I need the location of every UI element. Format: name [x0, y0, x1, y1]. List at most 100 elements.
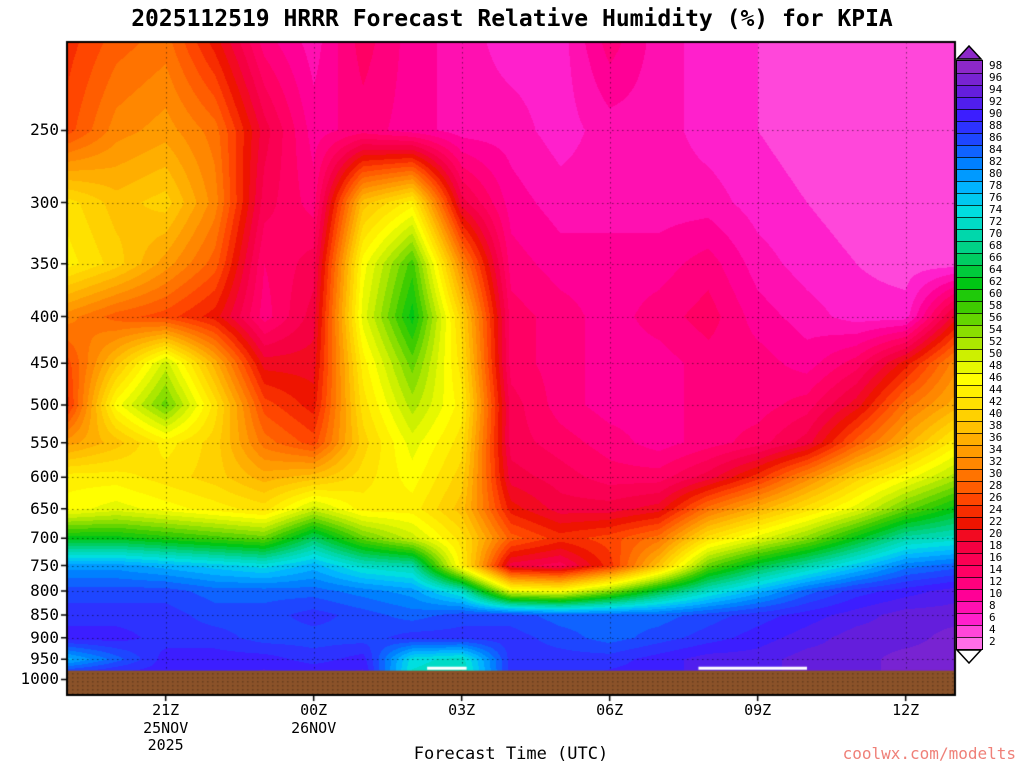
colorbar-tick-label: 48 [989, 359, 1003, 372]
pressure-tick-label: 950 [30, 649, 59, 669]
pressure-tick-label: 250 [30, 120, 59, 140]
x-axis-title: Forecast Time (UTC) [413, 744, 609, 764]
colorbar-cell [957, 265, 982, 277]
colorbar-cell [957, 193, 982, 205]
colorbar-cell [957, 397, 982, 409]
colorbar-cell [957, 517, 982, 529]
time-tick-label: 09Z [744, 701, 772, 719]
colorbar-cell [957, 289, 982, 301]
colorbar-cell [957, 205, 982, 217]
colorbar-cell [957, 217, 982, 229]
colorbar-cell [957, 529, 982, 541]
colorbar-cell [957, 313, 982, 325]
colorbar-cell [957, 145, 982, 157]
pressure-tick-label: 700 [30, 528, 59, 548]
colorbar-tick-label: 2 [989, 635, 996, 648]
colorbar-cell [957, 337, 982, 349]
colorbar-tick-label: 4 [989, 623, 996, 636]
time-tick-label: 21Z [152, 701, 180, 719]
time-tick-label: 00Z [300, 701, 328, 719]
pressure-tick-label: 550 [30, 432, 59, 452]
colorbar-tick-label: 86 [989, 131, 1003, 144]
colorbar-tick-label: 72 [989, 215, 1003, 228]
colorbar-cell [957, 157, 982, 169]
colorbar-under-arrow-icon [955, 649, 983, 664]
colorbar-tick-label: 92 [989, 95, 1003, 108]
date-label: 26NOV [291, 719, 337, 737]
colorbar-cell [957, 301, 982, 313]
colorbar-cell [957, 469, 982, 481]
colorbar-tick-label: 34 [989, 443, 1003, 456]
colorbar-cell [957, 457, 982, 469]
colorbar-cell [957, 121, 982, 133]
pressure-tick-label: 900 [30, 627, 59, 647]
colorbar-cell [957, 493, 982, 505]
colorbar-cell [957, 409, 982, 421]
colorbar [956, 60, 983, 650]
colorbar-tick-label: 66 [989, 251, 1003, 264]
colorbar-cell [957, 481, 982, 493]
colorbar-tick-label: 26 [989, 491, 1003, 504]
colorbar-tick-label: 94 [989, 83, 1003, 96]
pressure-tick-label: 600 [30, 467, 59, 487]
colorbar-tick-label: 20 [989, 527, 1003, 540]
chart-title: 2025112519 HRRR Forecast Relative Humidi… [131, 6, 893, 32]
colorbar-cell [957, 85, 982, 97]
watermark: coolwx.com/modelts [842, 744, 1016, 763]
colorbar-cell [957, 541, 982, 553]
colorbar-cell [957, 433, 982, 445]
colorbar-cell [957, 385, 982, 397]
colorbar-cell [957, 73, 982, 85]
colorbar-tick-label: 64 [989, 263, 1003, 276]
colorbar-cell [957, 277, 982, 289]
colorbar-tick-label: 8 [989, 599, 996, 612]
colorbar-tick-label: 68 [989, 239, 1003, 252]
colorbar-tick-label: 40 [989, 407, 1003, 420]
colorbar-tick-label: 22 [989, 515, 1003, 528]
colorbar-cell [957, 625, 982, 637]
time-tick-label: 06Z [596, 701, 624, 719]
colorbar-cell [957, 601, 982, 613]
colorbar-tick-label: 38 [989, 419, 1003, 432]
colorbar-cell [957, 565, 982, 577]
colorbar-cell [957, 253, 982, 265]
colorbar-tick-label: 58 [989, 299, 1003, 312]
pressure-tick-label: 500 [30, 394, 59, 414]
pressure-tick-label: 350 [30, 253, 59, 273]
colorbar-cell [957, 637, 982, 649]
colorbar-tick-label: 44 [989, 383, 1003, 396]
colorbar-tick-label: 24 [989, 503, 1003, 516]
colorbar-cell [957, 589, 982, 601]
date-label: 2025 [147, 736, 184, 754]
colorbar-tick-label: 70 [989, 227, 1003, 240]
colorbar-tick-label: 60 [989, 287, 1003, 300]
colorbar-tick-label: 88 [989, 119, 1003, 132]
colorbar-tick-label: 62 [989, 275, 1003, 288]
colorbar-tick-label: 16 [989, 551, 1003, 564]
colorbar-cell [957, 505, 982, 517]
colorbar-tick-label: 54 [989, 323, 1003, 336]
colorbar-cell [957, 133, 982, 145]
colorbar-cell [957, 109, 982, 121]
colorbar-cell [957, 421, 982, 433]
colorbar-cell [957, 325, 982, 337]
colorbar-cell [957, 229, 982, 241]
colorbar-cell [957, 97, 982, 109]
colorbar-over-arrow-icon [955, 45, 983, 60]
colorbar-tick-label: 90 [989, 107, 1003, 120]
colorbar-cell [957, 361, 982, 373]
colorbar-tick-label: 10 [989, 587, 1003, 600]
colorbar-tick-label: 82 [989, 155, 1003, 168]
colorbar-tick-label: 46 [989, 371, 1003, 384]
colorbar-cell [957, 613, 982, 625]
colorbar-tick-label: 6 [989, 611, 996, 624]
pressure-tick-label: 1000 [20, 669, 59, 689]
colorbar-tick-label: 36 [989, 431, 1003, 444]
colorbar-tick-label: 74 [989, 203, 1003, 216]
colorbar-cell [957, 373, 982, 385]
colorbar-tick-label: 98 [989, 59, 1003, 72]
colorbar-tick-label: 76 [989, 191, 1003, 204]
colorbar-tick-label: 52 [989, 335, 1003, 348]
